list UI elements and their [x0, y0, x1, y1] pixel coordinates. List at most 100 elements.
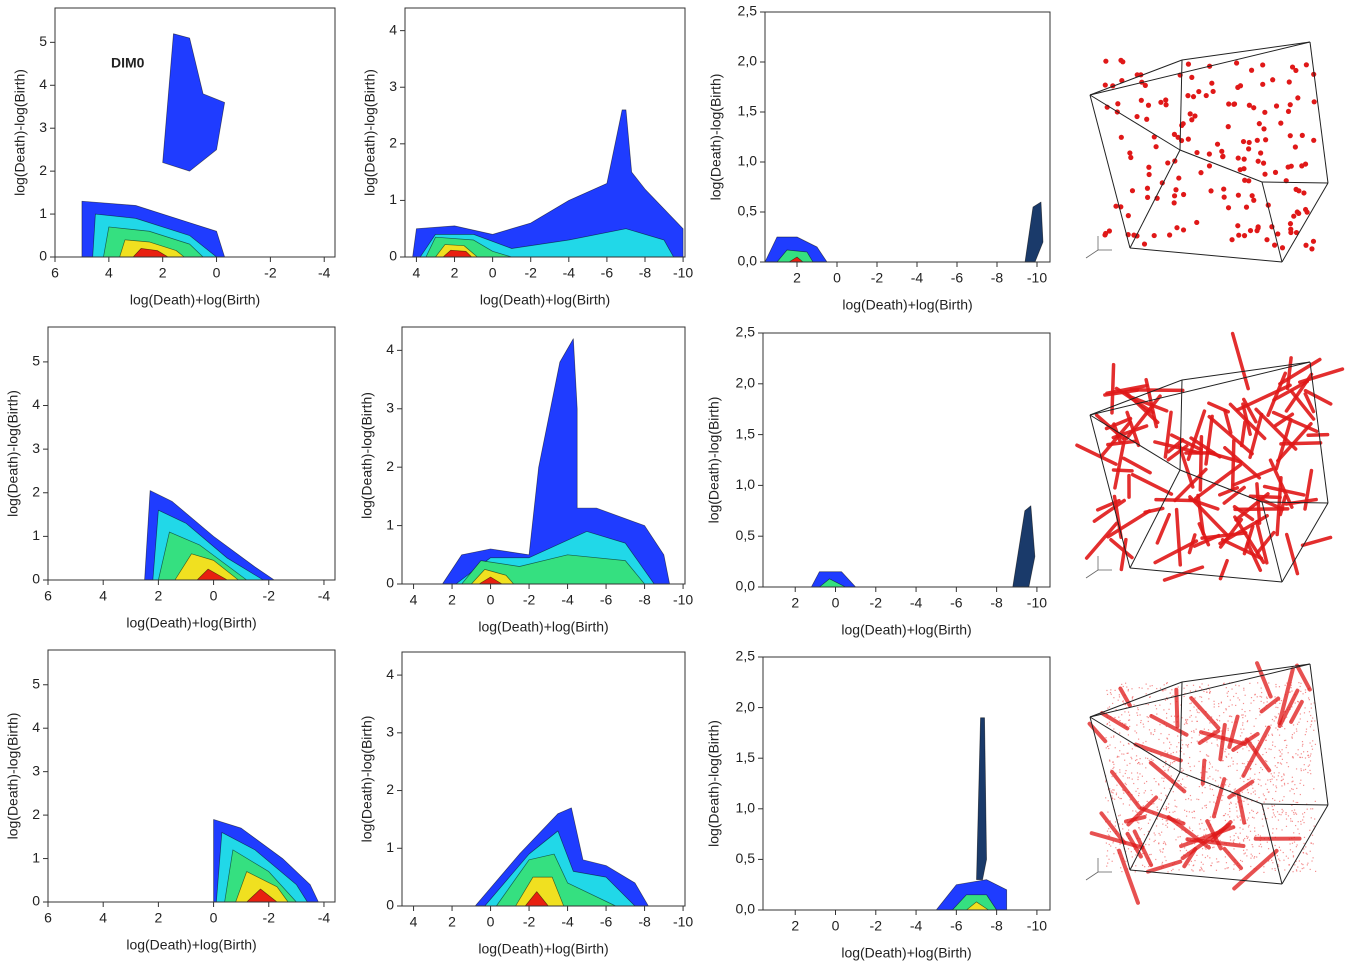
red-speck: [1166, 820, 1167, 821]
red-speck: [1126, 686, 1127, 687]
red-speck: [1185, 799, 1186, 800]
red-speck: [1315, 871, 1316, 872]
red-speck: [1256, 856, 1257, 857]
red-speck: [1119, 798, 1120, 799]
red-speck: [1313, 843, 1314, 844]
red-speck: [1162, 690, 1163, 691]
red-speck: [1135, 791, 1136, 792]
x-tick-label: -8: [991, 270, 1004, 286]
red-speck: [1164, 856, 1165, 857]
red-speck: [1189, 828, 1190, 829]
red-speck: [1170, 703, 1171, 704]
red-speck: [1248, 804, 1249, 805]
red-speck: [1314, 818, 1315, 819]
red-speck: [1295, 753, 1296, 754]
y-tick-label: 2: [39, 162, 47, 178]
red-speck: [1121, 753, 1122, 754]
red-speck: [1295, 702, 1296, 703]
red-speck: [1310, 842, 1311, 843]
red-speck: [1145, 790, 1146, 791]
red-speck: [1188, 798, 1189, 799]
y-axis-label: log(Death)-log(Birth): [12, 69, 28, 196]
y-tick-label: 5: [32, 675, 40, 691]
red-point: [1261, 161, 1266, 166]
red-speck: [1139, 773, 1140, 774]
red-speck: [1300, 686, 1301, 687]
x-tick-label: 6: [44, 588, 52, 604]
y-tick-label: 3: [386, 399, 394, 415]
red-point: [1163, 102, 1168, 107]
red-speck: [1294, 809, 1295, 810]
red-speck: [1137, 788, 1138, 789]
red-speck: [1246, 746, 1247, 747]
x-tick-label: -6: [950, 595, 963, 611]
red-speck: [1263, 866, 1264, 867]
red-speck: [1310, 753, 1311, 754]
x-tick-label: 4: [99, 588, 107, 604]
red-point: [1303, 161, 1308, 166]
red-speck: [1247, 819, 1248, 820]
red-point: [1158, 100, 1163, 105]
y-tick-label: 0,5: [736, 527, 756, 543]
red-speck: [1249, 710, 1250, 711]
red-speck: [1261, 692, 1262, 693]
red-speck: [1233, 819, 1234, 820]
red-speck: [1204, 729, 1205, 730]
red-speck: [1188, 744, 1189, 745]
red-point: [1198, 170, 1203, 175]
red-speck: [1145, 844, 1146, 845]
red-speck: [1276, 787, 1277, 788]
red-speck: [1193, 865, 1194, 866]
red-speck: [1267, 789, 1268, 790]
red-speck: [1172, 869, 1173, 870]
red-filament: [1136, 745, 1181, 761]
red-speck: [1213, 701, 1214, 702]
red-speck: [1302, 864, 1303, 865]
red-filament: [1165, 567, 1203, 580]
red-speck: [1206, 754, 1207, 755]
red-point: [1300, 133, 1305, 138]
red-speck: [1289, 691, 1290, 692]
y-tick-label: 2,5: [736, 648, 756, 664]
red-speck: [1150, 733, 1151, 734]
red-speck: [1121, 684, 1122, 685]
red-speck: [1212, 789, 1213, 790]
red-speck: [1152, 760, 1153, 761]
red-filament: [1190, 499, 1218, 509]
red-speck: [1126, 784, 1127, 785]
x-tick-label: -2: [871, 270, 884, 286]
red-speck: [1227, 693, 1228, 694]
red-speck: [1186, 816, 1187, 817]
red-speck: [1250, 768, 1251, 769]
x-tick-label: -2: [263, 588, 276, 604]
red-speck: [1254, 856, 1255, 857]
red-speck: [1243, 781, 1244, 782]
red-speck: [1154, 832, 1155, 833]
red-speck: [1128, 689, 1129, 690]
red-speck: [1169, 767, 1170, 768]
red-speck: [1247, 721, 1248, 722]
red-speck: [1178, 869, 1179, 870]
red-point: [1242, 157, 1247, 162]
red-speck: [1311, 817, 1312, 818]
red-speck: [1125, 770, 1126, 771]
red-speck: [1246, 836, 1247, 837]
red-filament: [1148, 862, 1180, 872]
red-speck: [1298, 701, 1299, 702]
red-speck: [1155, 840, 1156, 841]
y-tick-label: 0,0: [736, 901, 756, 917]
red-speck: [1189, 827, 1190, 828]
red-speck: [1203, 691, 1204, 692]
red-speck: [1211, 743, 1212, 744]
red-speck: [1284, 774, 1285, 775]
x-axis-label: log(Death)+log(Birth): [126, 937, 256, 953]
red-filament: [1111, 540, 1132, 558]
red-speck: [1109, 844, 1110, 845]
x-tick-label: 2: [451, 265, 459, 281]
red-speck: [1237, 697, 1238, 698]
red-speck: [1289, 790, 1290, 791]
red-speck: [1165, 764, 1166, 765]
red-speck: [1288, 752, 1289, 753]
